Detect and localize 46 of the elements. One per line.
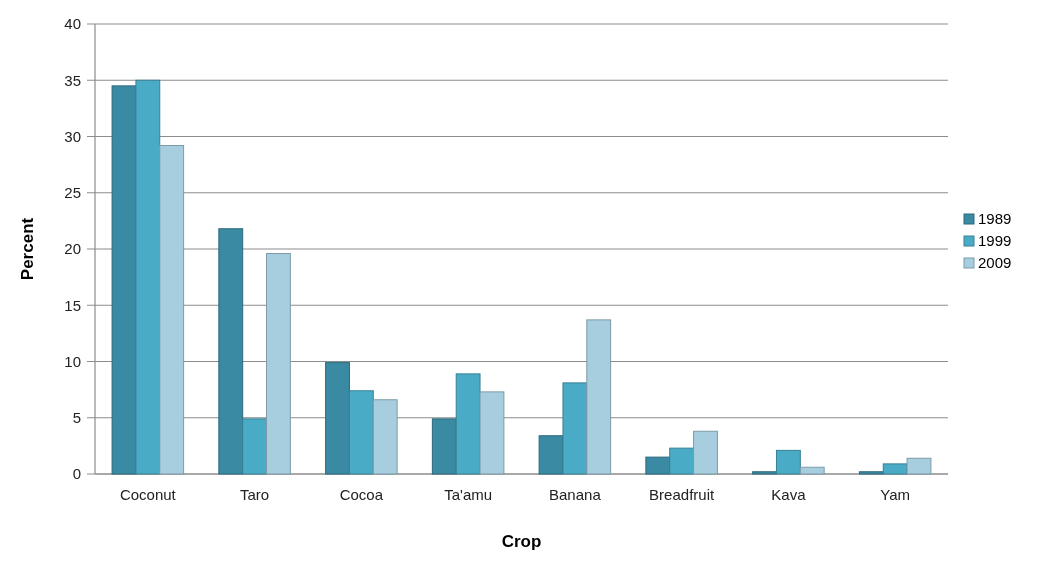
- bar: [325, 362, 350, 475]
- bar: [218, 228, 244, 475]
- legend-label: 1999: [978, 232, 1012, 250]
- bar: [775, 449, 801, 475]
- x-tick-label: Cocoa: [339, 486, 384, 503]
- bar: [669, 447, 695, 475]
- x-tick-label: Breadfruit: [649, 486, 715, 503]
- x-tick-label: Yam: [880, 486, 911, 503]
- y-tick-label: 10: [64, 352, 81, 370]
- bar: [111, 85, 137, 475]
- bar: [752, 471, 777, 475]
- bar: [858, 471, 884, 475]
- x-axis-title: Crop: [501, 532, 542, 551]
- bar: [479, 391, 505, 475]
- bar: [645, 456, 671, 475]
- bar: [348, 390, 374, 475]
- bar: [882, 463, 908, 475]
- bar: [455, 373, 481, 475]
- bar: [135, 79, 161, 475]
- x-tick-label: Coconut: [119, 486, 177, 503]
- y-tick-label: 5: [72, 409, 81, 426]
- x-tick-label: Ta'amu: [444, 486, 493, 503]
- y-tick-label: 35: [64, 71, 81, 89]
- y-tick-label: 30: [64, 127, 81, 145]
- x-tick-label: Kava: [771, 486, 807, 503]
- legend-label: 2009: [978, 254, 1012, 272]
- bar: [159, 145, 185, 475]
- bar: [372, 399, 398, 475]
- y-tick-label: 15: [64, 296, 81, 314]
- bar: [906, 457, 932, 475]
- y-axis-title: Percent: [18, 217, 37, 281]
- bar: [799, 466, 825, 475]
- bar: [242, 418, 268, 475]
- bar: [431, 418, 457, 475]
- bar: [693, 430, 718, 475]
- legend-label: 1989: [978, 210, 1012, 228]
- y-tick-label: 20: [64, 240, 81, 258]
- x-tick-label: Banana: [549, 486, 602, 503]
- x-tick-label: Taro: [240, 486, 270, 503]
- bar: [266, 253, 291, 475]
- y-tick-label: 40: [64, 15, 81, 33]
- y-tick-label: 25: [64, 184, 81, 201]
- bar: [562, 382, 588, 475]
- y-tick-label: 0: [72, 465, 81, 483]
- bar: [538, 435, 564, 475]
- bar: [586, 319, 612, 475]
